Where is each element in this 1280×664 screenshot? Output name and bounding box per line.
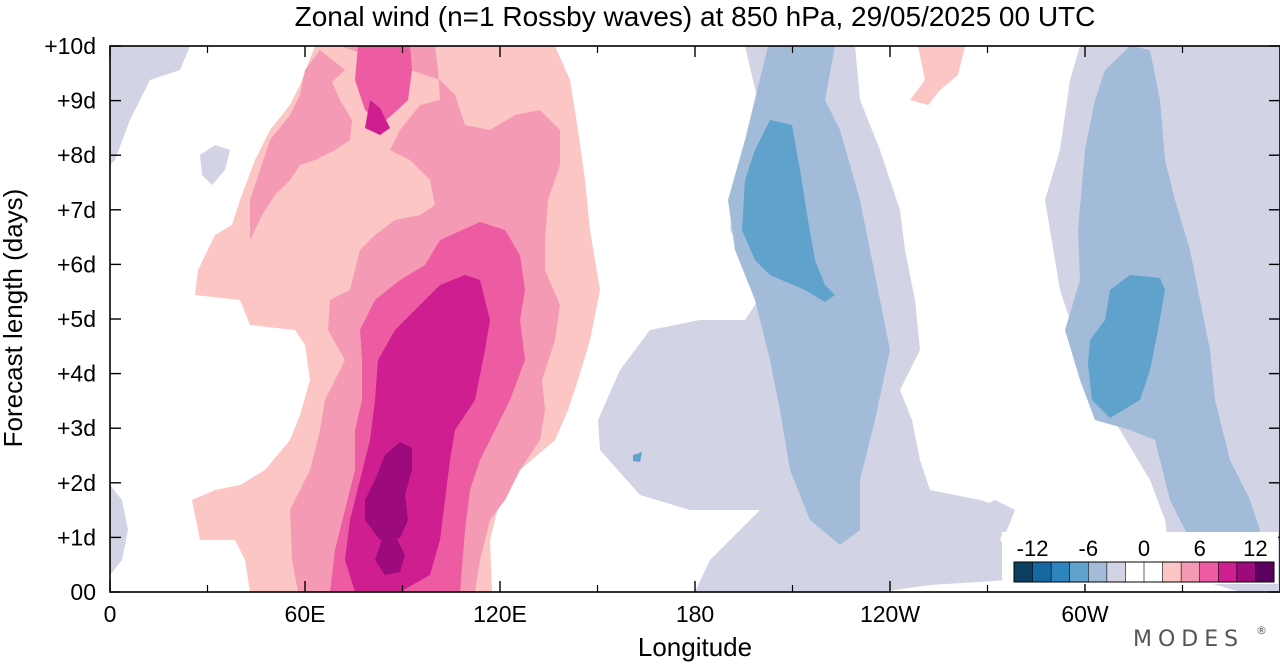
colorbar-swatch (1125, 562, 1144, 582)
colorbar-swatch (1255, 562, 1274, 582)
x-tick-label: 120E (473, 601, 527, 627)
colorbar-swatch (1088, 562, 1107, 582)
colorbar-swatch (1144, 562, 1163, 582)
y-tick-label: +8d (57, 142, 96, 168)
contour-neg8-dateline (742, 120, 835, 302)
y-tick-label: +2d (57, 470, 96, 496)
contour-neg6-west (1065, 46, 1260, 570)
colorbar-swatch (1106, 562, 1126, 582)
modes-logo: MODES ® (1133, 624, 1267, 652)
y-axis-label: Forecast length (days) (0, 189, 28, 448)
brand-mark: ® (1256, 624, 1267, 637)
colorbar-swatch (1032, 562, 1052, 582)
chart-title-text: Zonal wind (n=1 Rossby waves) at 850 hPa… (295, 1, 1096, 32)
x-axis-label: Longitude (638, 632, 752, 662)
y-tick-label: +7d (57, 197, 96, 223)
y-tick-label: +6d (57, 251, 96, 277)
contour-neg4-patch-right (975, 500, 1015, 540)
colorbar-tick-label: 6 (1194, 536, 1206, 561)
y-tick-label: +1d (57, 524, 96, 550)
x-tick-label: 120W (860, 601, 920, 627)
brand-text: MODES (1133, 627, 1244, 652)
y-tick-label: +10d (44, 33, 96, 59)
contour-pos10-lower (375, 535, 405, 575)
colorbar-tick-label: 0 (1138, 536, 1150, 561)
contour-neg4-left-edge (110, 46, 190, 165)
contour-neg4-patch-small (200, 145, 230, 185)
y-tick-label: +5d (57, 306, 96, 332)
x-axis: 0 60E 120E 180 120W 60W (104, 46, 1184, 627)
x-tick-label: 60E (285, 601, 326, 627)
contour-neg4-left-bottom (110, 485, 128, 575)
colorbar-swatch (1236, 562, 1256, 582)
y-tick-label: +4d (57, 361, 96, 387)
y-tick-label: 00 (70, 579, 96, 605)
contour-pos8-upper (365, 100, 390, 135)
contour-pos10-main (365, 442, 412, 540)
y-tick-label: +3d (57, 415, 96, 441)
colorbar-tick-label: -6 (1079, 536, 1099, 561)
colorbar-swatch (1181, 562, 1200, 582)
y-tick-label: +9d (57, 88, 96, 114)
colorbar-tick-label: 12 (1243, 536, 1267, 561)
contour-neg8-dot (633, 452, 642, 462)
plot-area: 0 60E 120E 180 120W 60W 00 +1d +2d +3d +4d +5d +6d +… (44, 33, 1280, 627)
x-tick-label: 180 (676, 601, 714, 627)
chart-title: Zonal wind (n=1 Rossby waves) at 850 hPa… (295, 1, 1096, 32)
colorbar-swatch (1162, 562, 1182, 582)
colorbar: -12 -6 0 6 12 (1002, 532, 1278, 584)
colorbar-tick-label: -12 (1017, 536, 1049, 561)
contour-pos2-small (910, 46, 965, 105)
colorbar-swatch (1218, 562, 1237, 582)
y-axis: 00 +1d +2d +3d +4d +5d +6d +7d +8d +9d +10d (44, 33, 1280, 605)
colorbar-swatch (1014, 562, 1033, 582)
colorbar-swatch (1069, 562, 1089, 582)
contour-neg8-west (1088, 275, 1165, 418)
colorbar-swatch (1199, 562, 1219, 582)
x-tick-label: 60W (1061, 601, 1109, 627)
contour-fills (110, 46, 1280, 592)
x-tick-label: 0 (104, 601, 117, 627)
colorbar-swatch (1051, 562, 1070, 582)
